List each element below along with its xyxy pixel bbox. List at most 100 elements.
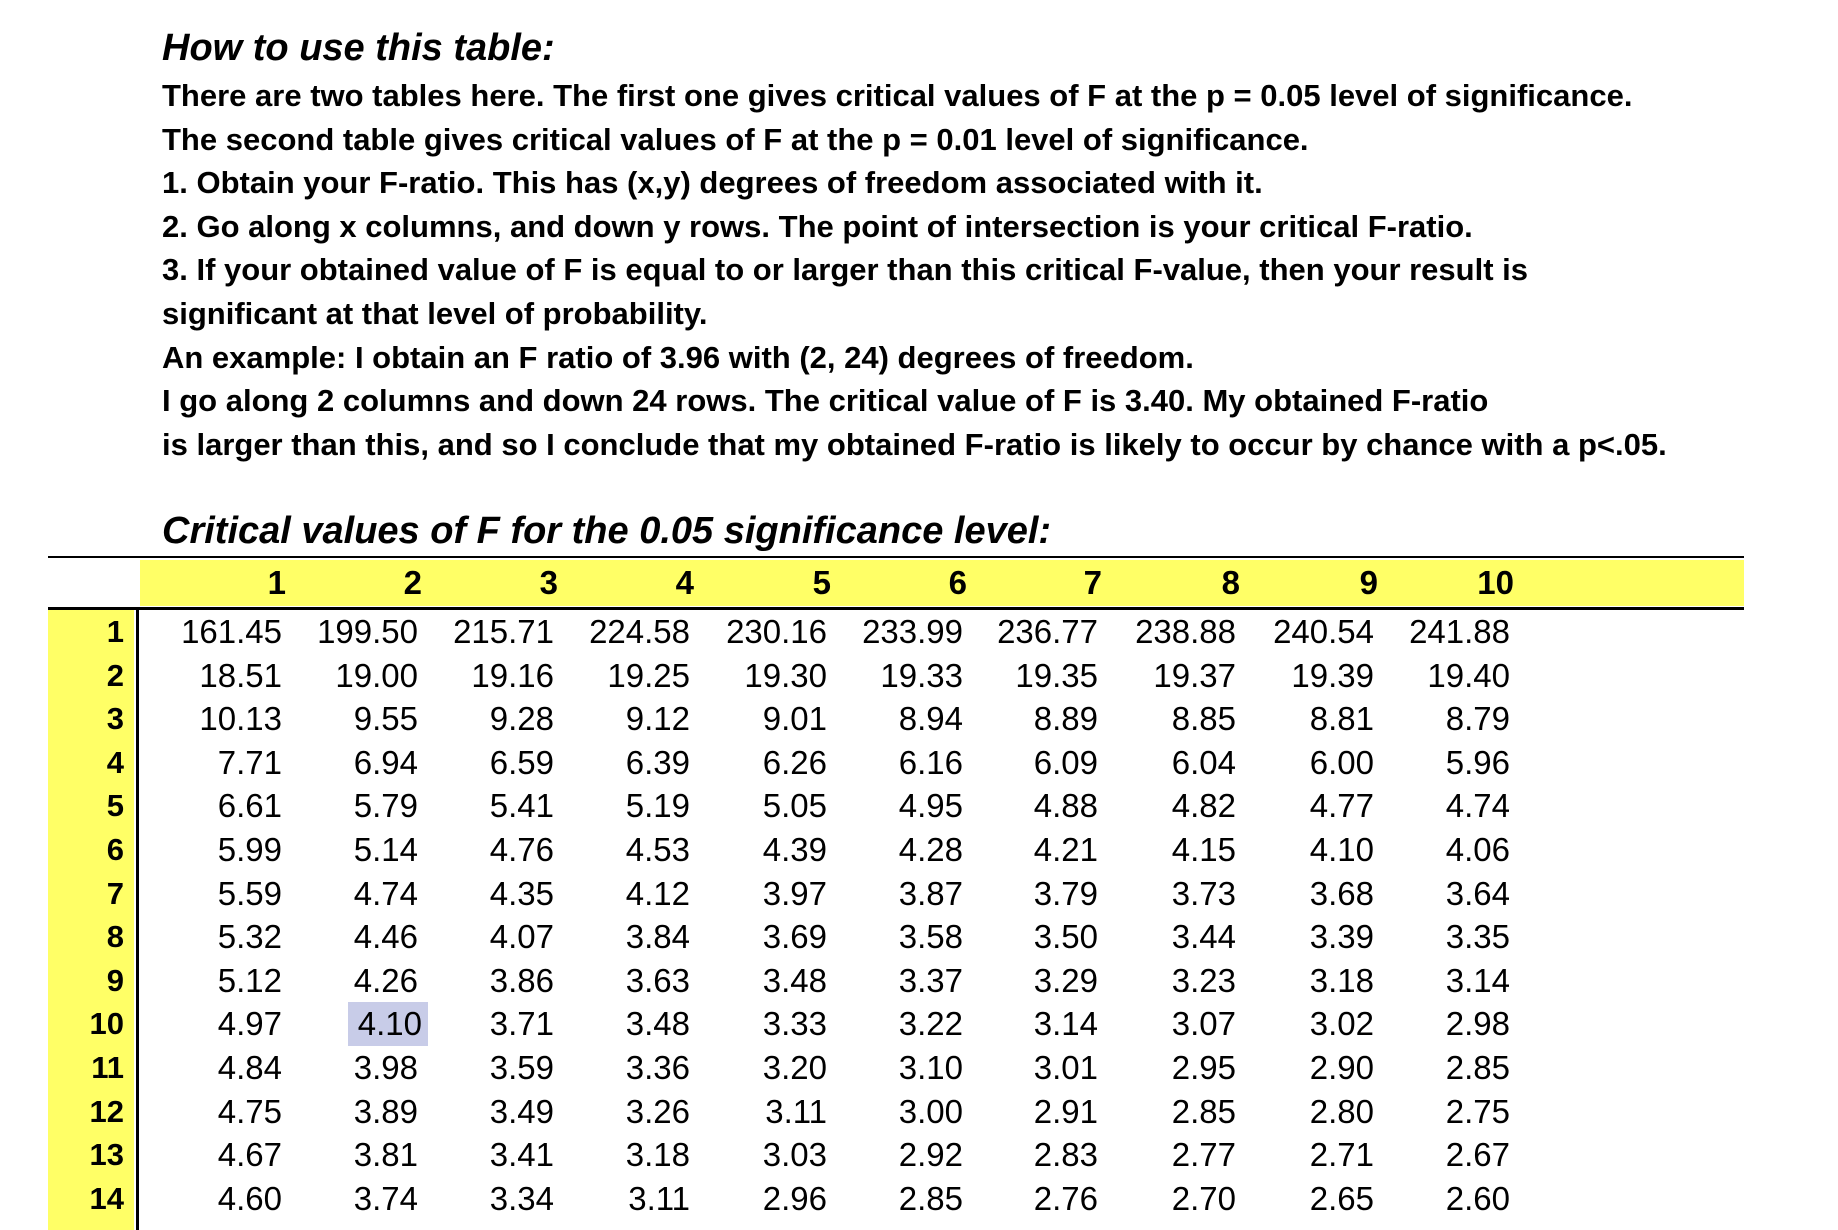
table-cell[interactable]: 4.75 [217, 1092, 282, 1130]
table-cell[interactable]: 4.10 [1309, 831, 1374, 868]
table-cell[interactable]: 6.94 [353, 743, 418, 781]
table-cell[interactable]: 3.49 [489, 1092, 554, 1130]
table-cell[interactable]: 5.59 [217, 874, 282, 912]
table-cell[interactable]: 3.23 [1171, 961, 1236, 999]
table-cell[interactable]: 8.85 [1171, 700, 1236, 738]
table-cell[interactable]: 9.55 [353, 700, 418, 738]
table-cell[interactable]: 2.71 [1309, 1136, 1374, 1174]
table-cell[interactable]: 5.19 [625, 787, 690, 825]
table-cell[interactable]: 2.70 [1171, 1179, 1236, 1217]
table-cell[interactable]: 230.16 [726, 613, 827, 650]
table-cell[interactable]: 3.29 [1033, 961, 1098, 999]
table-cell[interactable]: 3.07 [1171, 1005, 1236, 1043]
table-cell[interactable]: 3.01 [1033, 1049, 1098, 1086]
table-cell[interactable]: 2.90 [1309, 1049, 1374, 1086]
table-cell[interactable]: 6.04 [1171, 743, 1236, 781]
table-cell[interactable]: 161.45 [181, 613, 282, 650]
table-cell[interactable]: 19.16 [471, 656, 554, 694]
table-cell[interactable]: 6.00 [1309, 743, 1374, 781]
table-cell[interactable]: 5.12 [217, 961, 282, 999]
table-cell[interactable]: 19.33 [880, 656, 963, 694]
table-cell[interactable]: 4.53 [625, 831, 690, 868]
table-cell[interactable]: 233.99 [862, 613, 963, 650]
table-cell[interactable]: 6.61 [217, 787, 282, 825]
table-cell[interactable]: 224.58 [589, 613, 690, 650]
table-cell[interactable]: 3.37 [898, 961, 963, 999]
table-cell[interactable]: 3.84 [625, 918, 690, 956]
table-cell[interactable]: 19.35 [1015, 656, 1098, 694]
table-cell[interactable]: 19.25 [607, 656, 690, 694]
table-cell[interactable]: 4.97 [217, 1005, 282, 1043]
table-cell[interactable]: 8.79 [1445, 700, 1510, 738]
table-cell[interactable]: 3.48 [762, 961, 827, 999]
table-cell[interactable]: 2.95 [1171, 1049, 1236, 1086]
table-cell[interactable]: 4.84 [217, 1049, 282, 1086]
table-cell[interactable]: 2.65 [1309, 1179, 1374, 1217]
table-cell[interactable]: 5.14 [353, 831, 418, 868]
table-cell[interactable]: 4.07 [489, 918, 554, 956]
table-cell[interactable]: 3.79 [1033, 874, 1098, 912]
table-cell[interactable]: 199.50 [317, 613, 418, 650]
table-cell[interactable]: 5.41 [489, 787, 554, 825]
table-cell[interactable]: 3.69 [762, 918, 827, 956]
table-cell[interactable]: 3.02 [1309, 1005, 1374, 1043]
table-cell[interactable]: 2.91 [1033, 1092, 1098, 1130]
table-cell[interactable]: 3.63 [625, 961, 690, 999]
table-cell[interactable]: 4.77 [1309, 787, 1374, 825]
table-cell[interactable]: 10.13 [199, 700, 282, 738]
table-cell[interactable]: 2.75 [1445, 1092, 1510, 1130]
table-cell[interactable]: 215.71 [453, 613, 554, 650]
table-cell[interactable]: 2.85 [1171, 1092, 1236, 1130]
table-cell[interactable]: 3.48 [625, 1005, 690, 1043]
table-cell[interactable]: 19.30 [744, 656, 827, 694]
table-cell[interactable]: 4.67 [217, 1136, 282, 1174]
table-cell[interactable]: 3.98 [353, 1049, 418, 1086]
table-cell[interactable]: 2.67 [1445, 1136, 1510, 1174]
table-cell[interactable]: 4.39 [762, 831, 827, 868]
table-cell[interactable]: 3.10 [898, 1049, 963, 1086]
table-cell[interactable]: 18.51 [199, 656, 282, 694]
table-cell[interactable]: 2.98 [1445, 1005, 1510, 1043]
table-cell[interactable]: 3.18 [1309, 961, 1374, 999]
table-cell[interactable]: 3.68 [1309, 874, 1374, 912]
table-cell[interactable]: 8.89 [1033, 700, 1098, 738]
table-cell[interactable]: 6.26 [762, 743, 827, 781]
table-cell[interactable]: 3.44 [1171, 918, 1236, 956]
table-cell[interactable]: 3.34 [489, 1179, 554, 1217]
table-cell[interactable]: 4.74 [1445, 787, 1510, 825]
table-cell[interactable]: 3.18 [625, 1136, 690, 1174]
table-cell[interactable]: 4.12 [625, 874, 690, 912]
table-cell[interactable]: 3.20 [762, 1049, 827, 1086]
table-cell[interactable]: 2.83 [1033, 1136, 1098, 1174]
table-cell[interactable]: 2.85 [1445, 1049, 1510, 1086]
table-cell[interactable]: 3.86 [489, 961, 554, 999]
table-cell[interactable]: 3.64 [1445, 874, 1510, 912]
table-cell[interactable]: 19.40 [1427, 656, 1510, 694]
table-cell[interactable]: 4.46 [353, 918, 418, 956]
table-cell[interactable]: 2.80 [1309, 1092, 1374, 1130]
table-cell[interactable]: 9.01 [762, 700, 827, 738]
table-cell[interactable]: 7.71 [217, 743, 282, 781]
table-cell[interactable]: 2.76 [1033, 1179, 1098, 1217]
table-cell[interactable]: 5.99 [217, 831, 282, 868]
table-cell[interactable]: 3.50 [1033, 918, 1098, 956]
table-cell[interactable]: 6.39 [625, 743, 690, 781]
table-cell[interactable]: 3.03 [762, 1136, 827, 1174]
table-cell[interactable]: 3.39 [1309, 918, 1374, 956]
table-cell[interactable]: 4.28 [898, 831, 963, 868]
table-cell[interactable]: 4.35 [489, 874, 554, 912]
table-cell[interactable]: 236.77 [997, 613, 1098, 650]
table-cell[interactable]: 3.41 [489, 1136, 554, 1174]
table-cell[interactable]: 6.59 [489, 743, 554, 781]
table-cell[interactable]: 3.89 [353, 1092, 418, 1130]
table-cell[interactable]: 4.76 [489, 831, 554, 868]
table-cell[interactable]: 6.09 [1033, 743, 1098, 781]
table-cell[interactable]: 3.14 [1445, 961, 1510, 999]
table-cell[interactable]: 4.95 [898, 787, 963, 825]
table-cell[interactable]: 3.81 [353, 1136, 418, 1174]
table-cell[interactable]: 4.21 [1033, 831, 1098, 868]
table-cell[interactable]: 8.81 [1309, 700, 1374, 738]
table-cell[interactable]: 2.92 [898, 1136, 963, 1174]
table-cell[interactable]: 6.16 [898, 743, 963, 781]
selected-cell[interactable]: 4.10 [348, 1002, 428, 1046]
